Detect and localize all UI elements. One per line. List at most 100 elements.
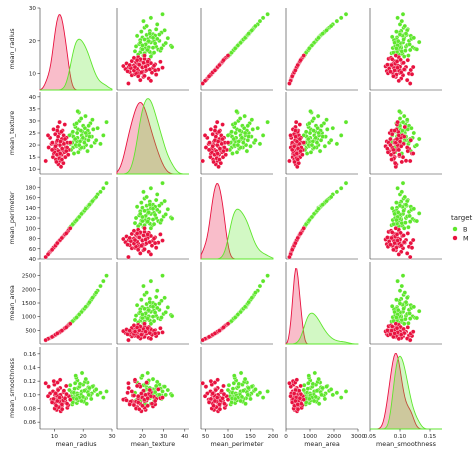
point-B-52 xyxy=(407,219,413,224)
point-B-59 xyxy=(74,315,79,320)
point-B-58 xyxy=(320,134,325,139)
point-B-52 xyxy=(231,380,237,386)
point-B-47 xyxy=(90,117,95,123)
point-B-29 xyxy=(325,127,330,132)
point-B-38 xyxy=(233,130,238,136)
point-M-46 xyxy=(401,134,407,139)
point-M-48 xyxy=(45,393,51,399)
point-M-54 xyxy=(394,136,400,142)
point-M-58 xyxy=(221,57,226,63)
point-B-47 xyxy=(162,198,167,204)
point-B-23 xyxy=(101,395,106,400)
point-B-36 xyxy=(407,213,412,219)
point-M-57 xyxy=(152,398,158,404)
point-B-52 xyxy=(72,380,78,386)
point-B-39 xyxy=(82,125,88,131)
point-M-41 xyxy=(153,72,159,77)
point-B-48 xyxy=(391,221,396,227)
point-B-49 xyxy=(82,140,87,145)
point-B-56 xyxy=(411,130,417,136)
point-M-22 xyxy=(388,136,393,142)
point-M-56 xyxy=(127,328,132,333)
x-axis-label-mean_perimeter: mean_perimeter xyxy=(211,440,264,448)
point-M-39 xyxy=(219,388,224,394)
point-B-23 xyxy=(395,185,400,191)
point-B-35 xyxy=(243,401,248,406)
point-M-39 xyxy=(219,141,224,147)
point-B-56 xyxy=(242,35,248,41)
point-M-48 xyxy=(288,393,293,399)
point-M-49 xyxy=(140,403,145,409)
point-B-59 xyxy=(232,315,238,320)
point-B-47 xyxy=(249,117,255,123)
point-M-51 xyxy=(395,65,400,70)
point-M-34 xyxy=(207,140,212,145)
point-B-35 xyxy=(84,401,89,406)
point-B-55 xyxy=(401,225,407,231)
point-M-42 xyxy=(143,64,148,69)
point-M-31 xyxy=(297,122,303,127)
point-M-34 xyxy=(50,140,55,145)
point-B-50 xyxy=(169,44,175,50)
point-M-47 xyxy=(59,406,65,412)
point-B-45 xyxy=(414,142,420,148)
point-B-50 xyxy=(234,109,239,114)
point-M-29 xyxy=(203,384,209,389)
point-B-42 xyxy=(144,23,149,29)
point-B-33 xyxy=(265,273,270,278)
point-M-36 xyxy=(55,380,60,385)
point-B-38 xyxy=(74,130,80,136)
point-B-41 xyxy=(237,116,243,121)
point-M-57 xyxy=(212,398,218,404)
point-M-55 xyxy=(398,70,404,75)
point-M-59 xyxy=(287,158,292,164)
point-B-14 xyxy=(244,148,250,154)
point-M-56 xyxy=(295,157,301,162)
point-M-56 xyxy=(295,235,301,241)
point-B-55 xyxy=(148,321,154,327)
point-B-51 xyxy=(399,283,405,289)
point-M-52 xyxy=(294,151,300,156)
point-B-22 xyxy=(165,305,171,310)
point-B-58 xyxy=(147,31,153,36)
point-M-52 xyxy=(132,377,138,383)
point-B-50 xyxy=(397,109,402,114)
point-M-51 xyxy=(160,330,165,335)
point-B-53 xyxy=(392,40,397,46)
point-B-43 xyxy=(133,215,139,221)
point-B-49 xyxy=(142,37,147,42)
point-B-23 xyxy=(395,278,400,284)
point-M-53 xyxy=(135,73,141,79)
point-B-22 xyxy=(315,113,321,119)
point-B-49 xyxy=(401,306,406,312)
point-M-38 xyxy=(133,244,139,249)
point-M-41 xyxy=(208,127,214,132)
x-tick-label: 200 xyxy=(268,434,279,440)
point-B-37 xyxy=(322,396,328,402)
point-M-52 xyxy=(57,377,63,383)
point-B-59 xyxy=(394,217,399,223)
point-B-23 xyxy=(148,15,154,21)
y-tick-label: 35 xyxy=(29,107,37,113)
point-B-44 xyxy=(400,128,405,133)
point-B-42 xyxy=(253,387,258,392)
point-M-48 xyxy=(396,78,402,84)
point-B-54 xyxy=(319,123,324,129)
point-B-23 xyxy=(338,395,344,400)
point-M-51 xyxy=(57,119,62,125)
point-B-50 xyxy=(169,313,175,319)
y-tick-label: 100 xyxy=(25,226,36,232)
point-B-10 xyxy=(154,288,160,293)
point-B-59 xyxy=(159,217,164,223)
point-B-23 xyxy=(260,15,266,21)
point-B-42 xyxy=(93,387,99,392)
point-M-31 xyxy=(62,122,68,127)
point-B-35 xyxy=(389,205,395,211)
point-M-58 xyxy=(134,231,140,236)
y-axis-label-mean_texture: mean_texture xyxy=(8,111,16,155)
point-M-50 xyxy=(301,397,307,402)
point-B-29 xyxy=(153,197,159,203)
point-M-50 xyxy=(225,321,231,327)
point-B-41 xyxy=(311,116,317,121)
point-B-49 xyxy=(314,140,320,145)
